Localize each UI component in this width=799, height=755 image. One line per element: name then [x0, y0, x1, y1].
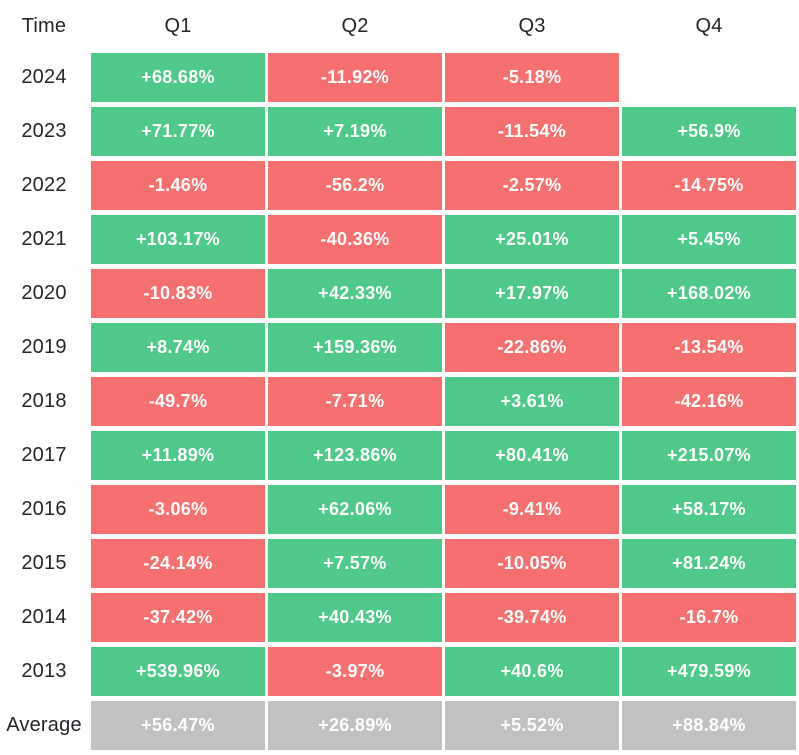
return-cell: +80.41%	[445, 431, 619, 480]
table-row: 2022 -1.46% -56.2% -2.57% -14.75%	[0, 161, 796, 210]
row-label: 2023	[21, 120, 67, 142]
return-cell: +56.47%	[91, 701, 265, 750]
row-label: 2021	[21, 228, 67, 250]
row-label: 2016	[21, 498, 67, 520]
return-cell: +40.43%	[268, 593, 442, 642]
table-row: 2016 -3.06% +62.06% -9.41% +58.17%	[0, 485, 796, 534]
return-cell: +168.02%	[622, 269, 796, 318]
return-cell: -11.92%	[268, 53, 442, 102]
return-cell: -16.7%	[622, 593, 796, 642]
return-cell: +7.57%	[268, 539, 442, 588]
return-cell: -3.06%	[91, 485, 265, 534]
return-cell: -39.74%	[445, 593, 619, 642]
row-label: 2024	[21, 66, 67, 88]
return-cell: -13.54%	[622, 323, 796, 372]
row-label: 2020	[21, 282, 67, 304]
row-label: Average	[6, 714, 82, 736]
return-cell: -1.46%	[91, 161, 265, 210]
return-cell: +539.96%	[91, 647, 265, 696]
return-cell: +8.74%	[91, 323, 265, 372]
row-label: 2014	[21, 606, 67, 628]
table-row: 2014 -37.42% +40.43% -39.74% -16.7%	[0, 593, 796, 642]
return-cell: -37.42%	[91, 593, 265, 642]
return-cell: -24.14%	[91, 539, 265, 588]
return-cell: -10.83%	[91, 269, 265, 318]
column-header-q1: Q1	[164, 15, 192, 37]
return-cell: -49.7%	[91, 377, 265, 426]
return-cell: +215.07%	[622, 431, 796, 480]
return-cell: -11.54%	[445, 107, 619, 156]
row-label: 2015	[21, 552, 67, 574]
return-cell	[622, 53, 796, 102]
table-row: 2017 +11.89% +123.86% +80.41% +215.07%	[0, 431, 796, 480]
table-row: 2020 -10.83% +42.33% +17.97% +168.02%	[0, 269, 796, 318]
return-cell: +58.17%	[622, 485, 796, 534]
table-row: 2018 -49.7% -7.71% +3.61% -42.16%	[0, 377, 796, 426]
return-cell: +56.9%	[622, 107, 796, 156]
return-cell: +42.33%	[268, 269, 442, 318]
return-cell: +81.24%	[622, 539, 796, 588]
return-cell: +17.97%	[445, 269, 619, 318]
return-cell: -5.18%	[445, 53, 619, 102]
return-cell: +40.6%	[445, 647, 619, 696]
table-row: 2023 +71.77% +7.19% -11.54% +56.9%	[0, 107, 796, 156]
time-column-header: Time	[21, 15, 67, 37]
return-cell: +7.19%	[268, 107, 442, 156]
row-label: 2022	[21, 174, 67, 196]
return-cell: +11.89%	[91, 431, 265, 480]
return-cell: +68.68%	[91, 53, 265, 102]
table-body: 2024 +68.68% -11.92% -5.18% 2023 +71.77% +7.19…	[0, 53, 796, 750]
return-cell: +5.45%	[622, 215, 796, 264]
table-row: 2013 +539.96% -3.97% +40.6% +479.59%	[0, 647, 796, 696]
column-header-q4: Q4	[695, 15, 723, 37]
return-cell: +88.84%	[622, 701, 796, 750]
return-cell: +103.17%	[91, 215, 265, 264]
return-cell: -9.41%	[445, 485, 619, 534]
return-cell: +3.61%	[445, 377, 619, 426]
column-header-q2: Q2	[341, 15, 369, 37]
return-cell: +5.52%	[445, 701, 619, 750]
table-row: 2019 +8.74% +159.36% -22.86% -13.54%	[0, 323, 796, 372]
return-cell: -14.75%	[622, 161, 796, 210]
column-header-q3: Q3	[518, 15, 546, 37]
header-row: Time Q1 Q2 Q3 Q4	[0, 0, 796, 53]
table-row: Average +56.47% +26.89% +5.52% +88.84%	[0, 701, 796, 750]
return-cell: +159.36%	[268, 323, 442, 372]
return-cell: -40.36%	[268, 215, 442, 264]
table-row: 2024 +68.68% -11.92% -5.18%	[0, 53, 796, 102]
row-label: 2019	[21, 336, 67, 358]
return-cell: -10.05%	[445, 539, 619, 588]
return-cell: -42.16%	[622, 377, 796, 426]
return-cell: +71.77%	[91, 107, 265, 156]
return-cell: +25.01%	[445, 215, 619, 264]
return-cell: -2.57%	[445, 161, 619, 210]
return-cell: +26.89%	[268, 701, 442, 750]
table-row: 2015 -24.14% +7.57% -10.05% +81.24%	[0, 539, 796, 588]
return-cell: +123.86%	[268, 431, 442, 480]
return-cell: -56.2%	[268, 161, 442, 210]
row-label: 2017	[21, 444, 67, 466]
return-cell: +479.59%	[622, 647, 796, 696]
row-label: 2013	[21, 660, 67, 682]
return-cell: -3.97%	[268, 647, 442, 696]
return-cell: -22.86%	[445, 323, 619, 372]
row-label: 2018	[21, 390, 67, 412]
table-row: 2021 +103.17% -40.36% +25.01% +5.45%	[0, 215, 796, 264]
return-cell: -7.71%	[268, 377, 442, 426]
return-cell: +62.06%	[268, 485, 442, 534]
